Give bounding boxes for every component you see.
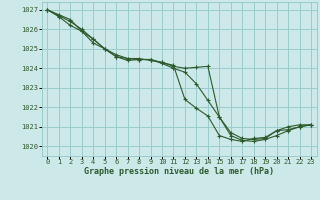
X-axis label: Graphe pression niveau de la mer (hPa): Graphe pression niveau de la mer (hPa) xyxy=(84,167,274,176)
